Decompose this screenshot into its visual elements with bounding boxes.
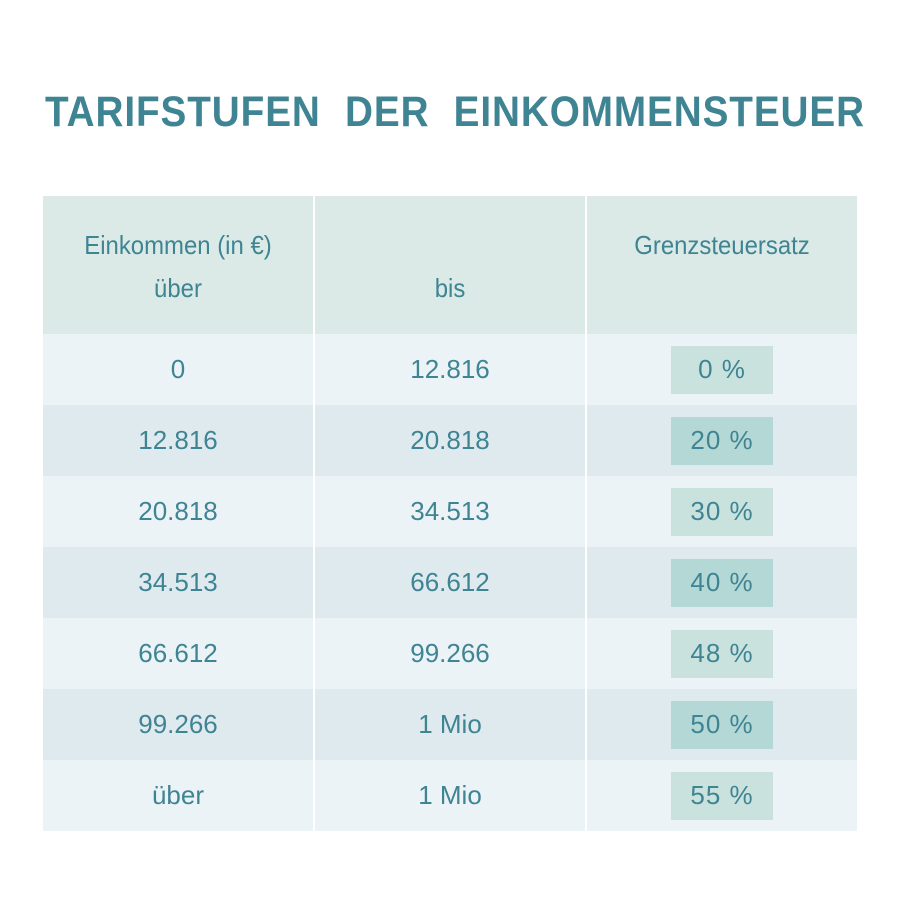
rate-badge: 48 % [671,629,773,678]
cell-rate: 55 % [587,760,857,831]
cell-to: 66.612 [315,547,587,618]
cell-from: 34.513 [43,547,315,618]
cell-rate: 40 % [587,547,857,618]
cell-rate: 30 % [587,476,857,547]
table-row: 20.818 34.513 30 % [43,476,857,547]
table-row: 66.612 99.266 48 % [43,618,857,689]
page-title: TARIFSTUFEN DER EINKOMMENSTEUER [45,88,865,136]
cell-to: 99.266 [315,618,587,689]
table-row: 12.816 20.818 20 % [43,405,857,476]
header-from-label: über [154,273,202,303]
rate-badge: 50 % [671,700,773,749]
table-row: 34.513 66.612 40 % [43,547,857,618]
rate-badge: 55 % [671,771,773,820]
table-row: 0 12.816 0 % [43,334,857,405]
cell-from: 20.818 [43,476,315,547]
header-rate-label: Grenzsteuersatz [634,230,810,260]
cell-rate: 0 % [587,334,857,405]
header-to-label: bis [434,273,466,303]
header-marginal-rate: Grenzsteuersatz [587,196,857,334]
table-row: über 1 Mio 55 % [43,760,857,831]
rate-badge: 30 % [671,487,773,536]
cell-to: 34.513 [315,476,587,547]
tax-bracket-table: Einkommen (in €) über bis Grenzsteuersat… [43,196,857,831]
cell-from: 66.612 [43,618,315,689]
rate-badge: 20 % [671,416,773,465]
cell-rate: 20 % [587,405,857,476]
rate-badge: 40 % [671,558,773,607]
cell-from: über [43,760,315,831]
cell-from: 99.266 [43,689,315,760]
header-income-to: bis [315,196,587,334]
cell-rate: 50 % [587,689,857,760]
rate-badge: 0 % [671,345,773,394]
header-income-from: Einkommen (in €) über [43,196,315,334]
cell-rate: 48 % [587,618,857,689]
cell-from: 0 [43,334,315,405]
cell-to: 1 Mio [315,689,587,760]
cell-from: 12.816 [43,405,315,476]
cell-to: 12.816 [315,334,587,405]
cell-to: 1 Mio [315,760,587,831]
table-row: 99.266 1 Mio 50 % [43,689,857,760]
header-income-label: Einkommen (in €) [84,230,272,260]
cell-to: 20.818 [315,405,587,476]
table-header-row: Einkommen (in €) über bis Grenzsteuersat… [43,196,857,334]
